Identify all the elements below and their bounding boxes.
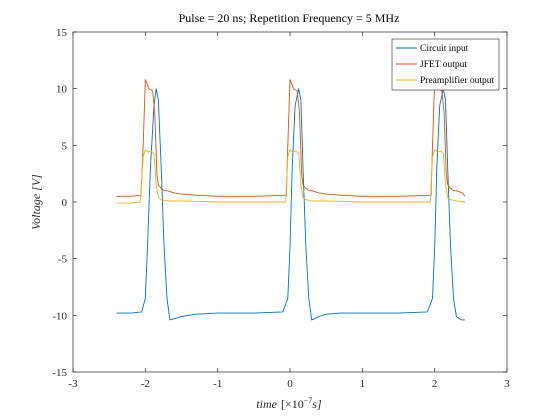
x-tick-label: -1 [213,378,222,390]
y-tick-label: 5 [62,140,68,152]
x-axis-label-unit-end: s] [312,397,322,411]
x-tick-label: -2 [141,378,150,390]
y-tick-label: -15 [52,367,67,379]
x-tick-label: 3 [504,378,510,390]
x-axis-label-var: time [256,397,277,411]
y-tick-label: 0 [62,197,68,209]
legend-label-jfet-output: JFET output [420,60,467,70]
x-tick-label: -3 [68,378,78,390]
x-axis-label-unit: [×10 [281,397,304,411]
x-tick-label: 1 [360,378,366,390]
x-axis-label: time [×10−7s] [256,396,322,411]
chart-title: Pulse = 20 ns; Repetition Frequency = 5 … [179,11,400,25]
legend-label-circuit-input: Circuit input [420,44,469,54]
x-axis-label-exp: −7 [304,396,313,405]
x-tick-label: 0 [287,378,293,390]
y-axis-label: Voltage [V] [29,174,43,230]
series-line-preamplifier-output [116,149,466,204]
legend: Circuit input JFET output Preamplifier o… [391,38,500,91]
y-tick-label: -10 [52,310,67,322]
y-tick-label: -5 [58,254,68,266]
y-tick-label: 10 [56,84,68,96]
legend-label-preamplifier-output: Preamplifier output [420,75,494,86]
x-tick-label: 2 [432,378,438,390]
y-tick-label: 15 [56,27,68,39]
series-line-jfet-output [116,79,466,197]
